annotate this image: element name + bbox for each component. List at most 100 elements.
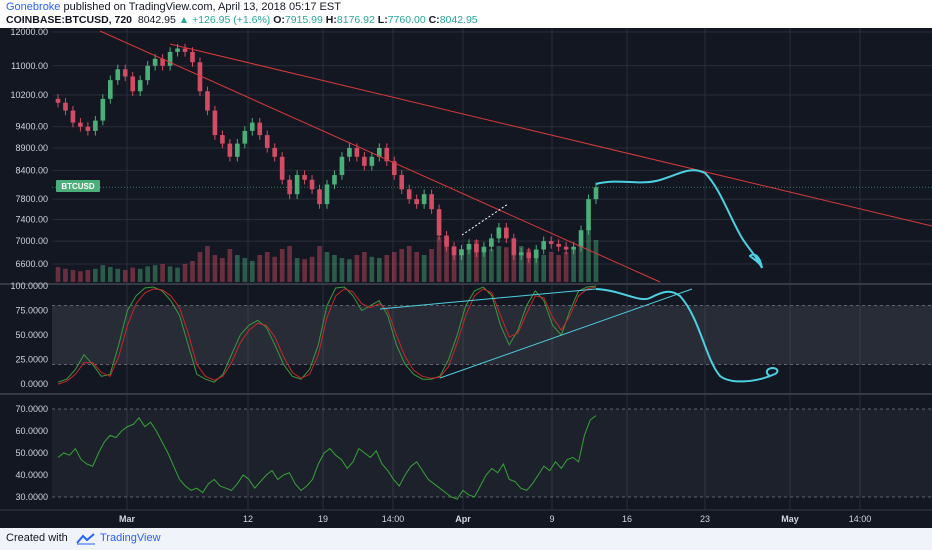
candle-body[interactable] xyxy=(548,241,554,244)
candle-body[interactable] xyxy=(264,135,270,148)
volume-bar xyxy=(376,258,382,282)
candle-body[interactable] xyxy=(399,175,405,190)
candle-body[interactable] xyxy=(332,175,337,185)
candle-body[interactable] xyxy=(205,91,210,111)
candle-body[interactable] xyxy=(586,199,591,231)
candle-body[interactable] xyxy=(145,65,150,81)
candle-body[interactable] xyxy=(130,76,136,92)
candle-body[interactable] xyxy=(489,238,494,247)
candle-body[interactable] xyxy=(451,246,457,256)
candle-body[interactable] xyxy=(309,179,315,190)
volume-bar xyxy=(287,246,292,282)
candle-body[interactable] xyxy=(294,175,300,195)
candle-body[interactable] xyxy=(227,143,233,157)
candle-body[interactable] xyxy=(533,249,539,259)
time-tick-label: May xyxy=(781,514,799,524)
candle-body[interactable] xyxy=(115,69,121,81)
candle-body[interactable] xyxy=(279,156,285,180)
chart-area[interactable]: 12000.00 11000.00 10200.00 9400.00 8900.00 84… xyxy=(0,27,932,528)
candle-body[interactable] xyxy=(541,241,547,250)
candle-body[interactable] xyxy=(444,235,449,247)
candle-body[interactable] xyxy=(85,126,91,131)
candle-body[interactable] xyxy=(317,189,322,205)
candle-body[interactable] xyxy=(212,110,218,136)
candle-body[interactable] xyxy=(122,69,128,77)
author-link[interactable]: Gonebroke xyxy=(6,1,61,13)
price-tick-label: 8900.00 xyxy=(15,143,48,153)
candle-body[interactable] xyxy=(354,147,360,157)
candle-body[interactable] xyxy=(302,175,307,180)
candle-body[interactable] xyxy=(369,156,375,166)
candle-body[interactable] xyxy=(496,227,502,239)
price-tick-label: 9400.00 xyxy=(15,122,48,132)
candle-body[interactable] xyxy=(481,246,487,253)
candle-body[interactable] xyxy=(384,147,390,162)
candle-body[interactable] xyxy=(78,122,83,127)
volume-bar xyxy=(249,261,255,282)
candle-body[interactable] xyxy=(339,156,345,176)
candle-body[interactable] xyxy=(578,230,584,247)
candle-body[interactable] xyxy=(249,122,255,131)
candle-body[interactable] xyxy=(593,187,599,200)
candle-body[interactable] xyxy=(406,189,412,200)
symbol-name[interactable]: COINBASE:BTCUSD, 720 xyxy=(6,14,133,26)
high-label: H: xyxy=(325,14,337,26)
stoch-forecast-curve[interactable] xyxy=(595,288,779,383)
candle-body[interactable] xyxy=(556,243,561,247)
volume-bar xyxy=(227,249,233,282)
candle-body[interactable] xyxy=(466,243,472,250)
wedge-upper-line[interactable] xyxy=(379,288,597,310)
volume-bar xyxy=(496,246,502,282)
candle-body[interactable] xyxy=(563,246,569,250)
candle-body[interactable] xyxy=(511,238,517,256)
candle-body[interactable] xyxy=(459,249,464,256)
candle-body[interactable] xyxy=(474,243,479,253)
candle-body[interactable] xyxy=(518,252,524,256)
candle-body[interactable] xyxy=(421,194,427,205)
candle-body[interactable] xyxy=(571,246,576,250)
candle-body[interactable] xyxy=(182,48,188,52)
candle-body[interactable] xyxy=(190,51,195,63)
candle-body[interactable] xyxy=(152,58,158,66)
candle-body[interactable] xyxy=(272,147,278,157)
candle-body[interactable] xyxy=(107,80,113,99)
wedge-lower-line[interactable] xyxy=(439,288,693,379)
candle-body[interactable] xyxy=(63,102,68,111)
candle-body[interactable] xyxy=(167,51,173,66)
candle-body[interactable] xyxy=(160,58,165,66)
candle-body[interactable] xyxy=(526,252,532,259)
candle-body[interactable] xyxy=(220,135,225,144)
candle-body[interactable] xyxy=(93,120,98,131)
candle-body[interactable] xyxy=(436,209,442,236)
candle-body[interactable] xyxy=(175,48,180,52)
candle-body[interactable] xyxy=(362,156,367,166)
tradingview-brand[interactable]: TradingView xyxy=(100,532,161,544)
tradingview-logo-icon[interactable] xyxy=(76,533,96,545)
trendline-long[interactable] xyxy=(169,43,932,227)
price-change: ▲ +126.95 (+1.6%) xyxy=(178,14,271,26)
candle-body[interactable] xyxy=(376,147,382,157)
candle-body[interactable] xyxy=(257,122,263,136)
candle-body[interactable] xyxy=(287,179,292,195)
candle-body[interactable] xyxy=(414,199,419,205)
candle-body[interactable] xyxy=(429,194,434,210)
chart-background xyxy=(0,28,932,528)
volume-bar xyxy=(182,264,188,282)
chart-svg[interactable]: 12000.00 11000.00 10200.00 9400.00 8900.00 84… xyxy=(0,27,932,528)
candle-body[interactable] xyxy=(197,62,203,92)
rsi-tick-label: 60.0000 xyxy=(15,426,48,436)
candle-body[interactable] xyxy=(55,98,61,103)
candle-body[interactable] xyxy=(100,98,106,121)
trendline-steep[interactable] xyxy=(99,30,661,283)
candle-body[interactable] xyxy=(347,147,352,157)
candle-body[interactable] xyxy=(324,184,330,205)
candle-body[interactable] xyxy=(137,80,143,92)
candle-body[interactable] xyxy=(504,227,509,239)
volume-bar xyxy=(421,255,427,282)
candle-body[interactable] xyxy=(235,143,240,157)
price-forecast-curve[interactable] xyxy=(595,169,763,269)
dotted-projection[interactable] xyxy=(461,203,509,236)
candle-body[interactable] xyxy=(242,130,248,144)
candle-body[interactable] xyxy=(391,161,397,176)
candle-body[interactable] xyxy=(70,110,76,123)
